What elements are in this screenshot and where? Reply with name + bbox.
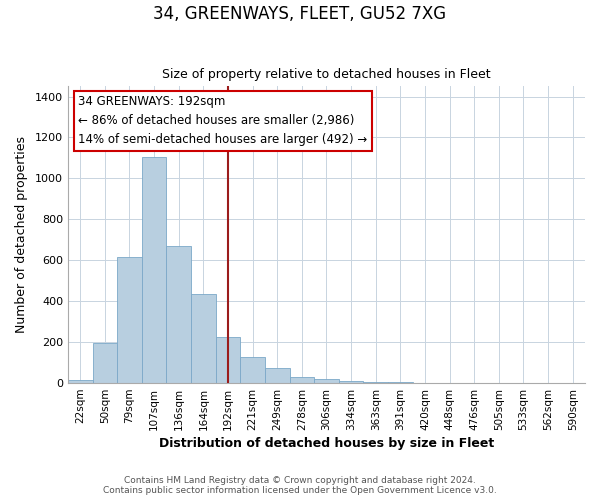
- Bar: [265, 368, 290, 383]
- Bar: [388, 382, 413, 383]
- Title: Size of property relative to detached houses in Fleet: Size of property relative to detached ho…: [162, 68, 491, 81]
- Bar: [364, 382, 388, 383]
- Bar: [92, 343, 117, 383]
- Bar: [142, 157, 166, 383]
- Bar: [215, 337, 240, 383]
- Bar: [240, 358, 265, 383]
- X-axis label: Distribution of detached houses by size in Fleet: Distribution of detached houses by size …: [159, 437, 494, 450]
- Text: 34, GREENWAYS, FLEET, GU52 7XG: 34, GREENWAYS, FLEET, GU52 7XG: [154, 5, 446, 23]
- Y-axis label: Number of detached properties: Number of detached properties: [15, 136, 28, 333]
- Bar: [191, 294, 215, 383]
- Bar: [166, 246, 191, 383]
- Bar: [117, 257, 142, 383]
- Text: Contains HM Land Registry data © Crown copyright and database right 2024.
Contai: Contains HM Land Registry data © Crown c…: [103, 476, 497, 495]
- Bar: [290, 377, 314, 383]
- Bar: [68, 380, 92, 383]
- Bar: [339, 382, 364, 383]
- Bar: [314, 379, 339, 383]
- Text: 34 GREENWAYS: 192sqm
← 86% of detached houses are smaller (2,986)
14% of semi-de: 34 GREENWAYS: 192sqm ← 86% of detached h…: [78, 95, 368, 146]
